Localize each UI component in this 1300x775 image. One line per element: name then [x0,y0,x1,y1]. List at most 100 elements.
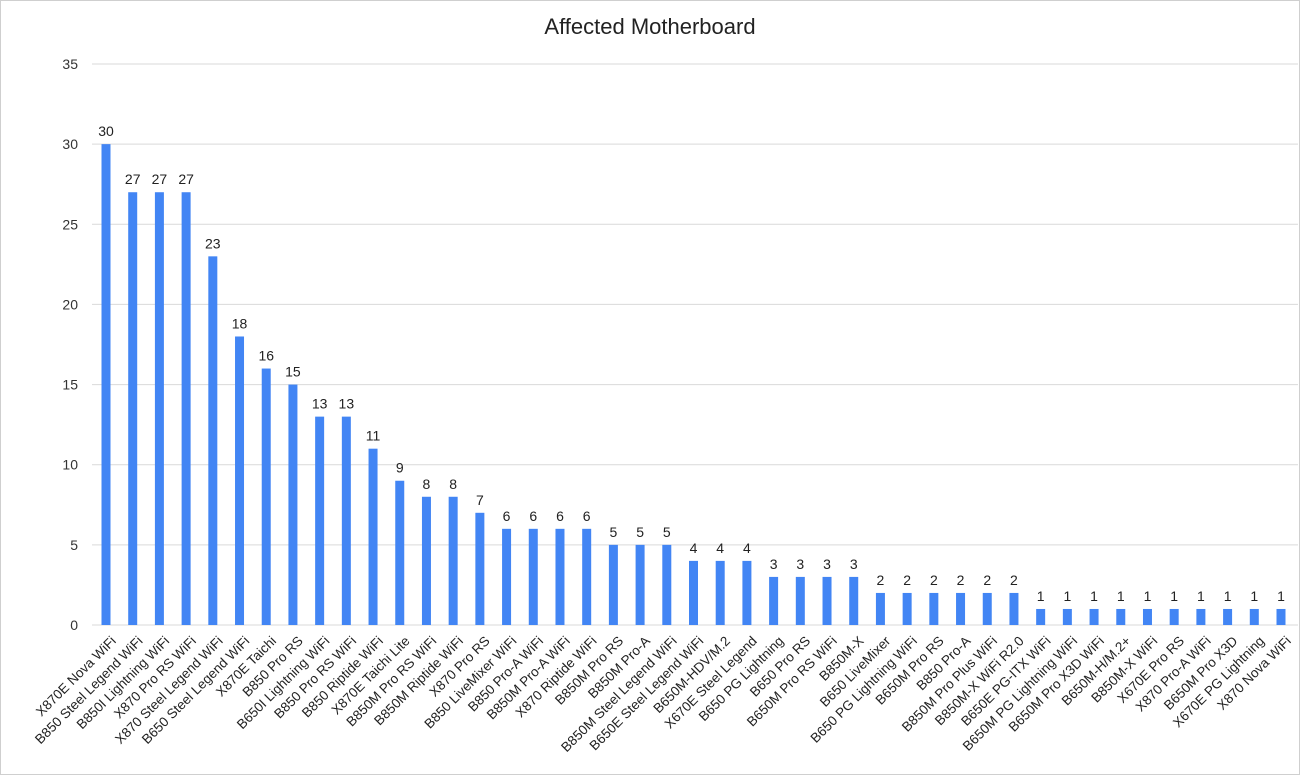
data-label: 1 [1170,588,1178,604]
bar [1142,608,1152,625]
data-label: 6 [583,508,591,524]
data-label: 1 [1250,588,1258,604]
data-label: 13 [312,396,328,412]
bar [1009,592,1019,625]
data-label: 2 [957,572,965,588]
bar [929,592,939,625]
bar [956,592,966,625]
bar [795,576,805,625]
data-label: 2 [983,572,991,588]
chart-title: Affected Motherboard [544,14,756,39]
bar [421,496,431,625]
data-label: 15 [285,364,301,380]
bars [101,144,1286,625]
y-tick-label: 35 [62,56,78,72]
y-tick-label: 30 [62,136,78,152]
data-label: 8 [449,476,457,492]
bar [315,416,325,625]
data-label: 5 [663,524,671,540]
data-label: 3 [823,556,831,572]
y-tick-label: 5 [70,537,78,553]
bar [1249,608,1259,625]
bar [1089,608,1099,625]
data-label: 16 [258,348,274,364]
y-axis-tick-labels: 0 5 10 15 20 25 30 35 [62,56,78,633]
data-label: 1 [1063,588,1071,604]
data-label: 4 [690,540,698,556]
bar [982,592,992,625]
bar [448,496,458,625]
data-label: 3 [770,556,778,572]
y-tick-label: 15 [62,377,78,393]
bar [769,576,779,625]
bar [662,544,672,625]
data-label: 1 [1090,588,1098,604]
bar [261,368,271,625]
data-label: 9 [396,460,404,476]
bar [742,560,752,625]
data-label: 4 [716,540,724,556]
data-label: 1 [1224,588,1232,604]
data-label: 30 [98,123,114,139]
data-label: 2 [877,572,885,588]
data-label: 11 [366,428,381,444]
bar [1223,608,1233,625]
data-label: 18 [232,315,248,331]
bar [288,384,298,625]
bar [341,416,351,625]
data-label: 1 [1037,588,1045,604]
bar [555,528,565,625]
bar [181,192,191,625]
bar [128,192,138,625]
bar [1036,608,1046,625]
data-label: 3 [796,556,804,572]
y-tick-label: 20 [62,296,78,312]
bar [502,528,512,625]
y-tick-label: 25 [62,216,78,232]
bar [1062,608,1072,625]
y-tick-label: 10 [62,457,78,473]
data-label: 1 [1117,588,1125,604]
bar [154,192,164,625]
bar [822,576,832,625]
data-label: 13 [339,396,355,412]
data-label: 7 [476,492,484,508]
bar [1276,608,1286,625]
data-label: 1 [1197,588,1205,604]
y-tick-label: 0 [70,617,78,633]
bar [582,528,592,625]
bar [1196,608,1206,625]
data-label: 5 [636,524,644,540]
data-label: 6 [556,508,564,524]
bar [395,480,405,625]
data-label: 27 [178,171,194,187]
data-label: 6 [529,508,537,524]
bar [235,336,245,625]
data-label: 8 [423,476,431,492]
data-label: 2 [930,572,938,588]
bar [689,560,698,625]
data-label: 27 [152,171,168,187]
data-label: 1 [1277,588,1285,604]
data-label: 27 [125,171,141,187]
data-label: 2 [903,572,911,588]
bar [101,144,111,625]
bar [475,512,485,625]
bar [608,544,618,625]
bar [715,560,725,625]
bar [208,256,218,625]
data-label: 5 [609,524,617,540]
bar [368,448,378,625]
data-label: 2 [1010,572,1018,588]
bar [1169,608,1179,625]
data-label: 1 [1144,588,1152,604]
bar [849,576,859,625]
data-label: 3 [850,556,858,572]
data-label: 23 [205,235,221,251]
data-label: 6 [503,508,511,524]
data-label: 4 [743,540,751,556]
bar [875,592,885,625]
